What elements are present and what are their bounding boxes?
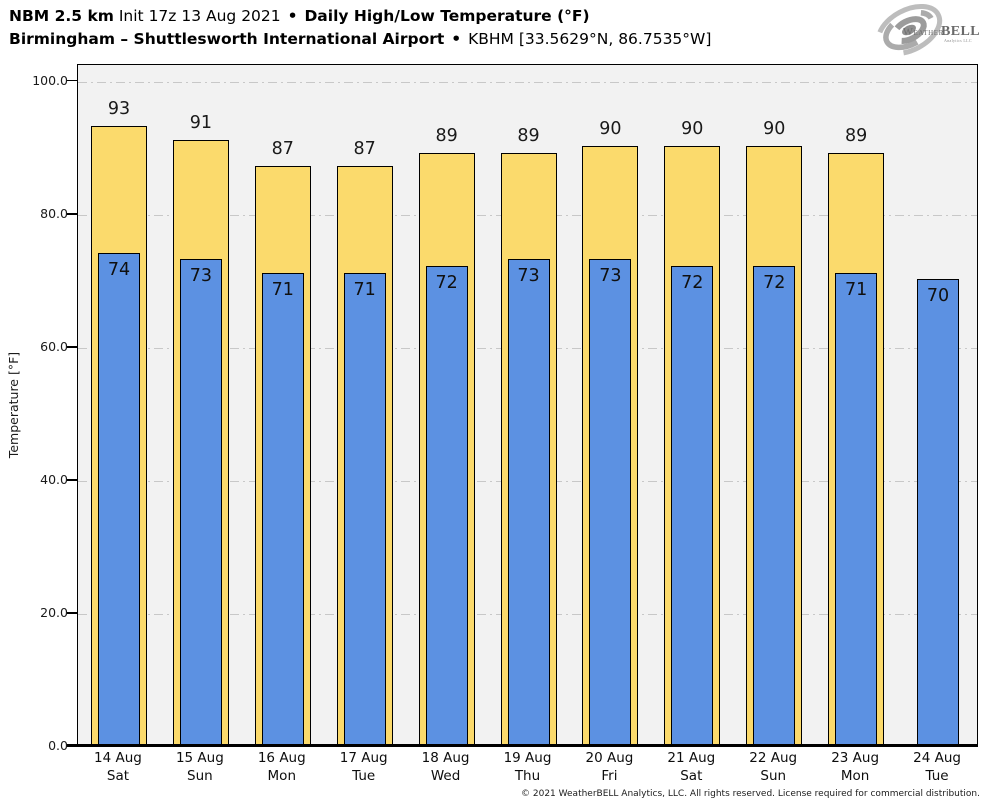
x-tick-day: Thu bbox=[514, 768, 541, 784]
y-tick-mark bbox=[67, 479, 77, 481]
high-value-label: 89 bbox=[517, 125, 540, 146]
hurricane-swirl-icon bbox=[875, 4, 943, 56]
logo-text-bell: BELL bbox=[941, 24, 980, 39]
y-tick-label: 80.0 bbox=[40, 205, 68, 221]
copyright-text: © 2021 WeatherBELL Analytics, LLC. All r… bbox=[521, 789, 980, 799]
x-tick-date: 21 Aug bbox=[667, 750, 716, 766]
high-value-label: 87 bbox=[271, 139, 294, 160]
high-value-label: 93 bbox=[107, 99, 131, 120]
x-tick-date: 23 Aug bbox=[831, 750, 880, 766]
product-title: Daily High/Low Temperature (°F) bbox=[304, 7, 590, 25]
weatherbell-logo: Weather BELL Analytics LLC bbox=[871, 2, 981, 58]
y-tick-label: 0.0 bbox=[48, 738, 68, 753]
x-tick-label: 22 Aug Sun bbox=[731, 749, 815, 785]
y-tick-label: 100.0 bbox=[32, 72, 68, 88]
y-tick-mark bbox=[67, 212, 77, 215]
high-value-label: 87 bbox=[353, 139, 376, 160]
y-axis-title: Temperature [°F] bbox=[6, 351, 21, 459]
high-value-label: 90 bbox=[681, 119, 704, 140]
logo-text-analytics: Analytics LLC bbox=[944, 38, 972, 43]
x-tick-day: Sun bbox=[760, 768, 787, 784]
x-tick-date: 22 Aug bbox=[749, 750, 798, 766]
y-tick-label: 20.0 bbox=[40, 604, 68, 620]
x-tick-date: 18 Aug bbox=[421, 750, 470, 766]
x-tick-date: 20 Aug bbox=[585, 750, 634, 766]
low-value-label: 72 bbox=[681, 272, 704, 293]
high-value-label: 89 bbox=[435, 125, 458, 146]
station-coordinates: KBHM [33.5629°N, 86.7535°W] bbox=[468, 30, 712, 48]
plot-area: 93 74 91 73 87 71 87 71 89 72 89 73 90 73 90 72 90 72 89 71… bbox=[77, 64, 978, 746]
separator-dot: • bbox=[287, 7, 298, 25]
x-axis-line bbox=[67, 744, 978, 748]
logo-text-weather: Weather bbox=[903, 27, 944, 38]
bar-low bbox=[753, 265, 796, 745]
x-tick-label: 24 Aug Tue bbox=[895, 749, 979, 785]
x-tick-day: Mon bbox=[840, 768, 870, 784]
bar-low bbox=[671, 265, 714, 745]
high-value-label: 90 bbox=[763, 119, 786, 140]
low-value-label: 73 bbox=[599, 266, 622, 287]
x-tick-day: Tue bbox=[352, 768, 376, 784]
low-value-label: 71 bbox=[271, 279, 294, 300]
y-tick-mark bbox=[67, 79, 77, 82]
gridline bbox=[78, 81, 977, 83]
x-tick-label: 23 Aug Mon bbox=[813, 749, 897, 785]
y-tick-label: 60.0 bbox=[40, 338, 68, 354]
x-tick-label: 14 Aug Sat bbox=[76, 749, 160, 785]
init-time: Init 17z 13 Aug 2021 bbox=[118, 7, 281, 25]
low-value-label: 72 bbox=[763, 272, 786, 293]
x-tick-label: 16 Aug Mon bbox=[240, 749, 324, 785]
x-tick-label: 20 Aug Fri bbox=[567, 749, 651, 785]
bar-low bbox=[507, 259, 550, 745]
model-name: NBM 2.5 km bbox=[9, 7, 114, 25]
x-tick-date: 16 Aug bbox=[257, 750, 306, 766]
y-tick-label: 40.0 bbox=[40, 471, 68, 487]
x-tick-label: 21 Aug Sat bbox=[649, 749, 733, 785]
high-value-label: 90 bbox=[599, 119, 622, 140]
bars-container: 93 74 91 73 87 71 87 71 89 72 89 73 90 73 90 72 90 72 89 71… bbox=[78, 65, 977, 745]
bar-low bbox=[835, 272, 878, 745]
x-tick-label: 18 Aug Wed bbox=[404, 749, 488, 785]
x-tick-day: Mon bbox=[267, 768, 296, 784]
bar-low bbox=[97, 252, 140, 745]
bar-low bbox=[425, 265, 468, 745]
bar-low bbox=[917, 279, 960, 745]
y-tick-mark bbox=[67, 345, 77, 348]
x-tick-day: Tue bbox=[925, 768, 949, 784]
title-line-2: Birmingham – Shuttlesworth International… bbox=[9, 28, 711, 51]
bar-low bbox=[261, 272, 304, 745]
x-tick-day: Sat bbox=[106, 768, 130, 784]
x-tick-date: 17 Aug bbox=[339, 750, 388, 766]
x-tick-day: Sat bbox=[680, 768, 703, 784]
separator-dot: • bbox=[451, 30, 462, 48]
high-value-label: 91 bbox=[189, 112, 212, 133]
high-value-label: 89 bbox=[844, 125, 868, 146]
low-value-label: 71 bbox=[353, 279, 376, 300]
bar-low bbox=[179, 259, 222, 745]
station-name: Birmingham – Shuttlesworth International… bbox=[9, 30, 445, 48]
x-tick-day: Fri bbox=[601, 768, 618, 784]
bar-low bbox=[343, 272, 386, 745]
low-value-label: 71 bbox=[844, 279, 868, 300]
x-tick-day: Wed bbox=[430, 768, 461, 784]
y-tick-mark bbox=[67, 612, 77, 614]
low-value-label: 70 bbox=[926, 286, 950, 307]
x-tick-date: 14 Aug bbox=[94, 750, 142, 766]
title-line-1: NBM 2.5 km Init 17z 13 Aug 2021 • Daily … bbox=[9, 5, 711, 28]
chart-header: NBM 2.5 km Init 17z 13 Aug 2021 • Daily … bbox=[9, 5, 711, 51]
bar-low bbox=[589, 259, 632, 745]
x-tick-date: 19 Aug bbox=[503, 750, 552, 766]
x-tick-date: 15 Aug bbox=[175, 750, 224, 766]
low-value-label: 72 bbox=[435, 272, 458, 293]
low-value-label: 73 bbox=[189, 266, 212, 287]
x-tick-date: 24 Aug bbox=[913, 750, 961, 766]
x-tick-label: 15 Aug Sun bbox=[158, 749, 242, 785]
low-value-label: 73 bbox=[517, 266, 540, 287]
x-tick-label: 19 Aug Thu bbox=[486, 749, 570, 785]
x-tick-day: Sun bbox=[187, 768, 213, 784]
x-tick-label: 17 Aug Tue bbox=[322, 749, 406, 785]
low-value-label: 74 bbox=[107, 259, 131, 280]
